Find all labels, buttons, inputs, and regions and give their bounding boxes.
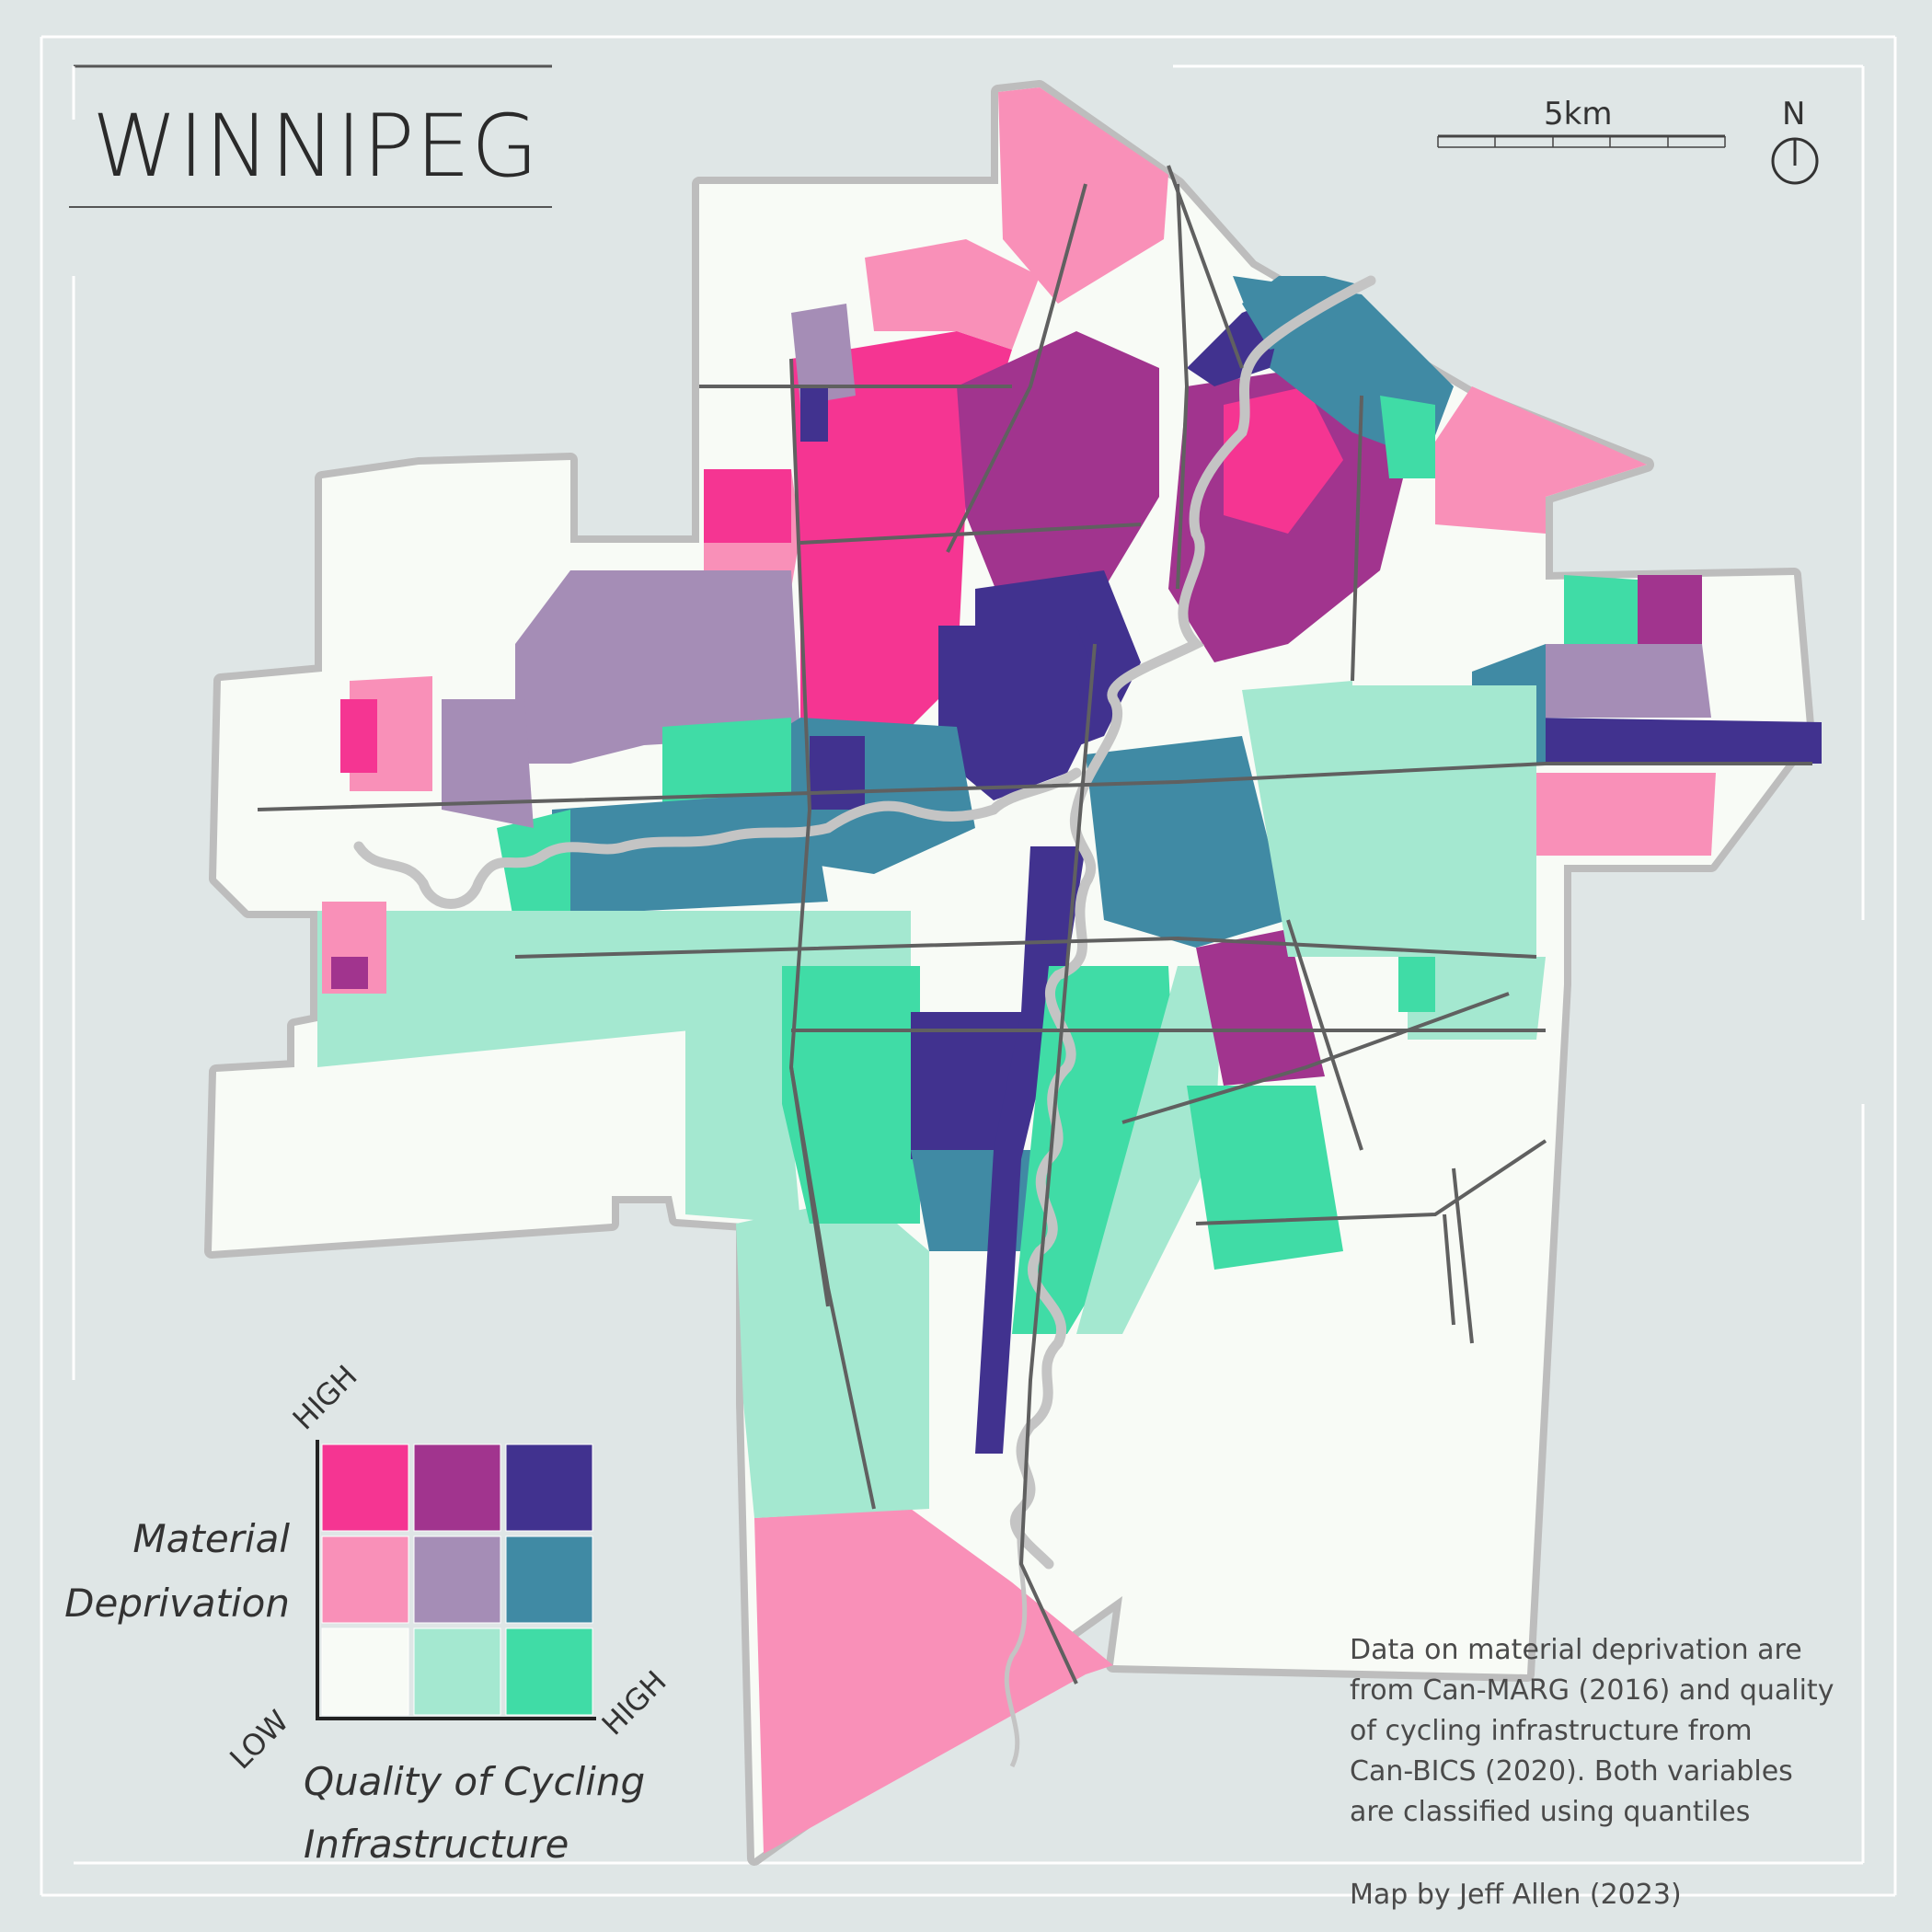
low-low-zone <box>212 87 1808 1858</box>
assiniboine-river <box>353 767 1082 909</box>
north-pink2-zone <box>865 239 1040 350</box>
legend-x-title-line1: Quality of Cycling <box>304 1759 646 1804</box>
legend-cell-r2-c2 <box>505 1627 593 1716</box>
west-teal-zone <box>552 791 828 911</box>
source-note: Data on material deprivation are from Ca… <box>1350 1630 1865 1833</box>
legend-y-title-line1: Material <box>132 1516 290 1561</box>
east-indigo-strip <box>1536 718 1822 764</box>
legend-x-title-line2: Infrastructure <box>304 1822 569 1867</box>
scale-bar <box>1437 134 1726 148</box>
city-map <box>204 80 1822 1866</box>
legend-cell-r0-c2 <box>505 1443 593 1532</box>
east-mint-zone <box>1352 685 1536 957</box>
map-credit: Map by Jeff Allen (2023) <box>1350 1879 1682 1911</box>
downtown-indigo-zone <box>938 626 1104 800</box>
southeast-mint-zone <box>1242 681 1352 957</box>
northeast-hotpink-zone <box>1224 386 1343 534</box>
northeast-pink-zone <box>1435 386 1647 534</box>
southeast-green-zone <box>1187 1086 1343 1270</box>
east-green-patch <box>1398 957 1435 1012</box>
source-note-line5: are classified using quantiles <box>1350 1796 1751 1828</box>
north-west-lavender <box>791 304 856 405</box>
east-green-block <box>1564 575 1638 644</box>
west-center-indigo <box>810 736 865 810</box>
source-note-line2: from Can-MARG (2016) and quality <box>1350 1674 1834 1707</box>
legend-axes <box>316 1440 596 1720</box>
scale-label: 5km <box>1544 96 1613 132</box>
north-west-indigo <box>800 386 828 442</box>
southeast-purple-zone <box>1196 929 1325 1086</box>
source-note-line3: of cycling infrastructure from <box>1350 1715 1753 1747</box>
frame-lines <box>40 35 1897 1897</box>
east-pink-zone <box>1536 773 1716 856</box>
legend-cell-r0-c0 <box>321 1443 409 1532</box>
legend-cell-r0-c1 <box>413 1443 501 1532</box>
source-note-line1: Data on material deprivation are <box>1350 1634 1802 1666</box>
south-green-zone <box>782 966 920 1224</box>
north-arrow-icon <box>1771 137 1819 185</box>
far-west-hotpink <box>340 699 377 773</box>
south-center-mint <box>1076 966 1224 1334</box>
north-west-hotpink <box>704 469 791 543</box>
legend-cell-r1-c2 <box>505 1535 593 1624</box>
west-lavender-zone <box>515 570 800 764</box>
map-title: WINNIPEG <box>92 97 539 197</box>
northeast-green-zone <box>1380 396 1435 478</box>
red-river <box>1010 275 1376 1570</box>
southeast-teal-zone <box>1086 736 1288 948</box>
far-west-lavender <box>442 699 534 828</box>
south-mint-zone <box>736 1196 929 1518</box>
far-southwest-purple <box>331 957 368 989</box>
north-purple-zone <box>957 331 1159 607</box>
southwest-far-mint <box>685 1012 800 1224</box>
south-indigo-zone <box>911 1012 1021 1159</box>
east-purple-block <box>1638 575 1702 644</box>
source-note-line4: Can-BICS (2020). Both variables <box>1350 1755 1793 1788</box>
major-roads <box>257 165 1812 1685</box>
legend-matrix <box>321 1443 593 1716</box>
west-green-zone <box>497 810 570 929</box>
legend-cell-r1-c0 <box>321 1535 409 1624</box>
legend-cell-r2-c0 <box>321 1627 409 1716</box>
legend-cell-r2-c1 <box>413 1627 501 1716</box>
east-lavender-block <box>1546 644 1711 718</box>
legend-cell-r1-c1 <box>413 1535 501 1624</box>
north-teal-tip <box>1242 276 1362 350</box>
north-label: N <box>1782 96 1806 132</box>
legend-y-title-line2: Deprivation <box>64 1581 290 1626</box>
